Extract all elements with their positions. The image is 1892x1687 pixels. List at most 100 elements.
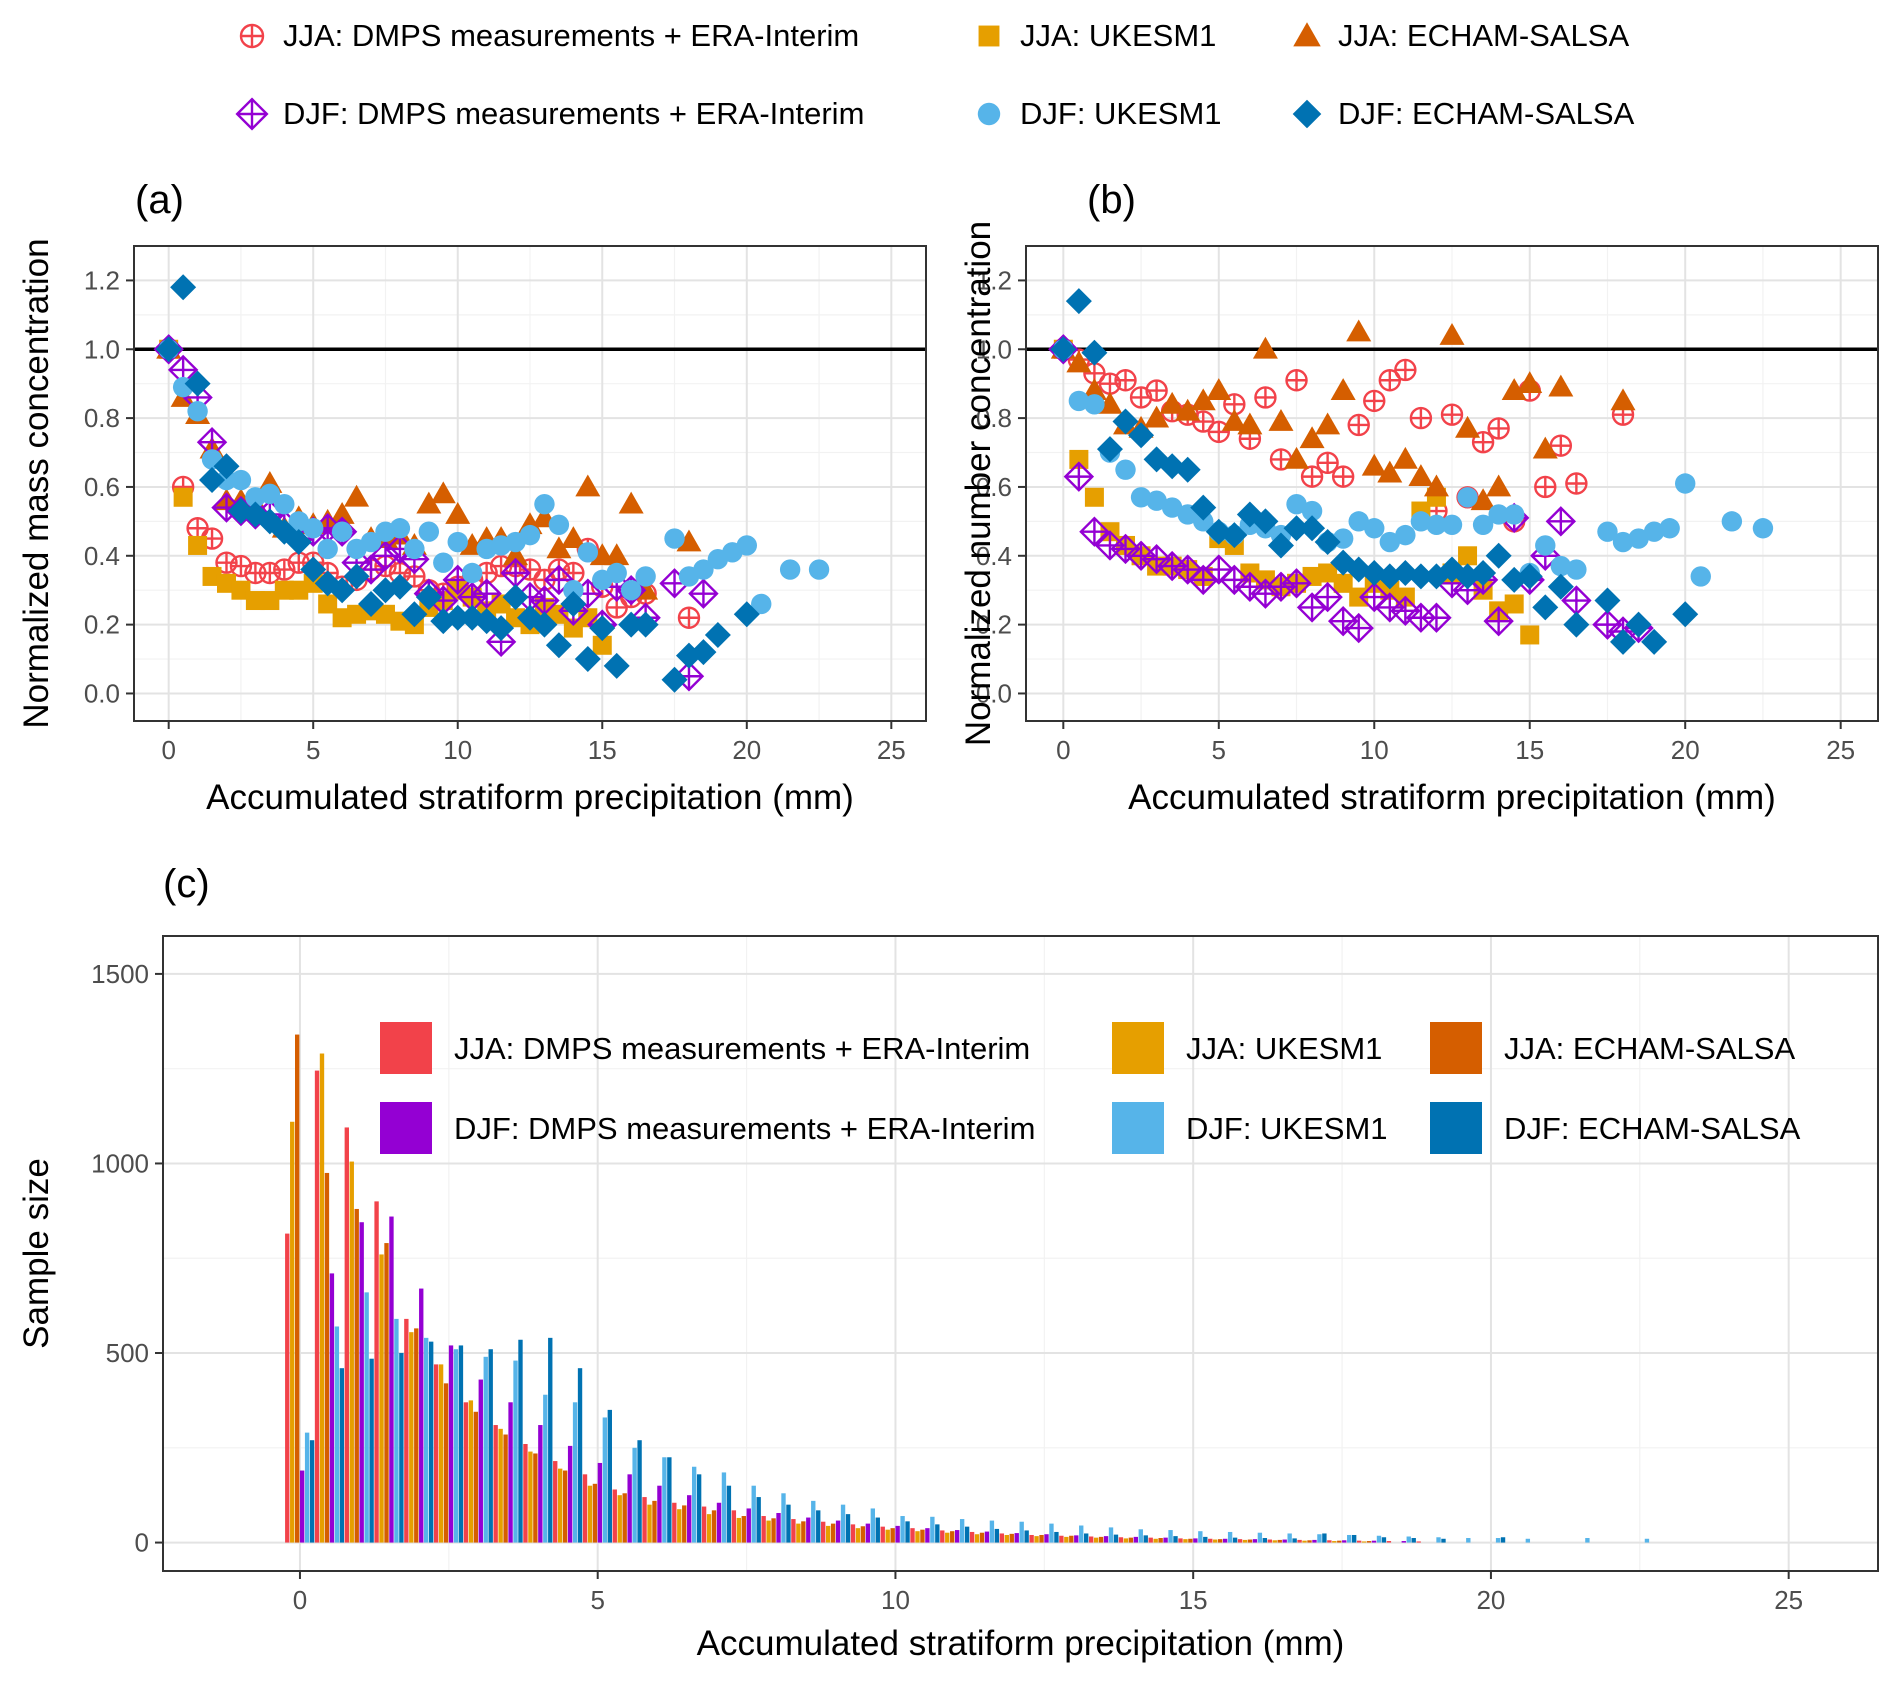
bar bbox=[781, 1493, 786, 1543]
grid bbox=[1026, 245, 1878, 721]
data-point bbox=[1612, 531, 1634, 553]
data-point bbox=[404, 538, 425, 560]
data-point bbox=[1144, 405, 1170, 428]
bar bbox=[875, 1517, 880, 1543]
data-point bbox=[1455, 415, 1481, 438]
bar bbox=[1222, 1538, 1228, 1543]
data-point bbox=[1066, 350, 1092, 373]
bar bbox=[701, 1506, 707, 1543]
data-point bbox=[1486, 474, 1512, 497]
y-axis-label: Sample size bbox=[17, 1158, 56, 1349]
data-point bbox=[259, 483, 281, 505]
data-point bbox=[1283, 515, 1310, 542]
legend-item-djf-ukesm1: DJF: UKESM1 bbox=[972, 84, 1222, 144]
bar-series-jja-dmps-measurements-era-interim bbox=[285, 1070, 1421, 1543]
data-point bbox=[693, 559, 714, 580]
data-point bbox=[1161, 497, 1183, 518]
bar bbox=[458, 1345, 464, 1543]
data-point bbox=[1503, 504, 1525, 525]
bar bbox=[1257, 1532, 1263, 1543]
bar bbox=[1237, 1539, 1243, 1543]
bar bbox=[503, 1434, 508, 1543]
data-point bbox=[1641, 628, 1668, 655]
data-point bbox=[1267, 532, 1294, 559]
data-point bbox=[546, 536, 572, 559]
legend-item-label: JJA: DMPS measurements + ERA-Interim bbox=[283, 18, 860, 53]
data-point bbox=[1146, 490, 1167, 511]
bar bbox=[1193, 1538, 1198, 1543]
bar bbox=[1093, 1537, 1099, 1543]
grid bbox=[134, 245, 926, 721]
bar bbox=[488, 1349, 493, 1543]
data-point bbox=[1063, 461, 1095, 492]
data-point bbox=[1377, 460, 1403, 483]
bar bbox=[334, 1326, 340, 1543]
bar bbox=[835, 1520, 841, 1543]
data-point bbox=[1566, 559, 1587, 580]
data-point bbox=[1488, 504, 1509, 525]
bar bbox=[324, 1172, 330, 1543]
data-point bbox=[1159, 453, 1186, 480]
data-point bbox=[329, 501, 355, 524]
bar bbox=[687, 1495, 692, 1543]
bar bbox=[389, 1216, 394, 1543]
bar bbox=[622, 1493, 627, 1543]
legend-label: DJF: ECHAM-SALSA bbox=[1504, 1111, 1801, 1146]
bar bbox=[399, 1353, 404, 1543]
bar bbox=[696, 1474, 702, 1543]
panel-a-label: (a) bbox=[135, 178, 184, 222]
data-point bbox=[1597, 521, 1618, 542]
series-jja-ukesm1 bbox=[159, 339, 612, 655]
bar bbox=[424, 1337, 429, 1543]
data-point bbox=[1333, 573, 1353, 593]
bar bbox=[776, 1512, 781, 1543]
data-point bbox=[1081, 378, 1107, 400]
data-point bbox=[1112, 408, 1139, 435]
bar bbox=[543, 1394, 548, 1543]
data-point bbox=[1221, 409, 1247, 431]
x-tick-label: 20 bbox=[732, 735, 761, 765]
bar bbox=[1436, 1537, 1441, 1543]
legend-label: DJF: UKESM1 bbox=[1186, 1111, 1388, 1146]
data-point bbox=[531, 611, 558, 638]
data-point bbox=[1254, 386, 1277, 409]
y-tick-label: 0.8 bbox=[976, 403, 1012, 433]
legend-swatch bbox=[1112, 1102, 1164, 1154]
data-point bbox=[1145, 379, 1168, 402]
data-point bbox=[1361, 559, 1388, 586]
data-point bbox=[461, 562, 483, 584]
data-point bbox=[230, 469, 252, 491]
bar bbox=[478, 1379, 483, 1543]
bar bbox=[647, 1504, 652, 1543]
y-axis-label: Normalized mass concentration bbox=[17, 238, 56, 728]
bar bbox=[821, 1521, 826, 1543]
bar bbox=[577, 1368, 583, 1543]
bar bbox=[890, 1528, 895, 1543]
data-point bbox=[1175, 398, 1201, 421]
bar bbox=[1356, 1540, 1362, 1543]
data-point bbox=[430, 481, 456, 504]
bar bbox=[682, 1505, 687, 1543]
x-tick-label: 5 bbox=[1212, 735, 1226, 765]
panel-b-label: (b) bbox=[1087, 178, 1136, 222]
bar bbox=[761, 1516, 766, 1543]
inner-legend-item-djf-echam-salsa: DJF: ECHAM-SALSA bbox=[1430, 1102, 1801, 1154]
bar bbox=[1064, 1536, 1069, 1543]
data-point bbox=[560, 590, 587, 617]
bar bbox=[1332, 1541, 1337, 1543]
bar bbox=[1376, 1535, 1382, 1543]
data-point bbox=[1535, 535, 1556, 556]
legend-marker-glyph bbox=[1293, 22, 1321, 47]
data-point bbox=[1423, 474, 1449, 497]
data-point bbox=[300, 556, 327, 583]
data-point bbox=[543, 564, 575, 596]
data-point bbox=[548, 514, 570, 536]
data-point bbox=[1207, 420, 1230, 444]
bar bbox=[825, 1525, 831, 1543]
bar bbox=[920, 1529, 925, 1543]
y-tick-label: 0.2 bbox=[976, 610, 1012, 640]
data-point bbox=[563, 618, 583, 638]
data-point bbox=[1610, 388, 1636, 411]
legend-marker-glyph bbox=[1292, 99, 1322, 129]
data-point bbox=[1439, 322, 1465, 345]
